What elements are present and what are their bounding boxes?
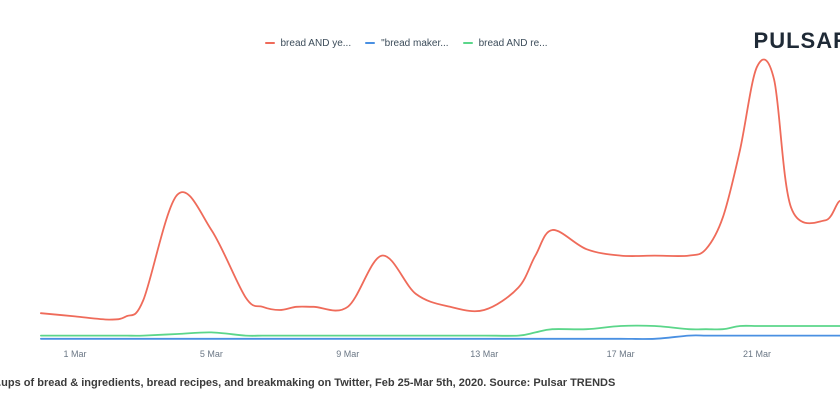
series-line (40, 334, 840, 340)
legend-swatch (462, 42, 473, 44)
legend-item[interactable]: "bread maker... (365, 36, 449, 50)
legend-item[interactable]: bread AND re... (462, 36, 548, 50)
x-tick-label: 13 Mar (470, 349, 498, 359)
legend-swatch (365, 42, 376, 44)
series-line (40, 324, 840, 337)
legend-item[interactable]: bread AND ye... (264, 36, 352, 50)
series-line (40, 58, 840, 321)
brand-logo: PULSAR (753, 28, 840, 53)
x-tick-label: 21 Mar (743, 349, 771, 359)
legend-label: bread AND ye... (280, 37, 352, 49)
x-tick-label: 9 Mar (336, 349, 359, 359)
x-tick-label: 1 Mar (63, 349, 86, 359)
legend-swatch (264, 42, 275, 44)
x-axis: 1 Mar 5 Mar 9 Mar 13 Mar 17 Mar 21 Mar (63, 349, 771, 359)
x-tick-label: 5 Mar (200, 349, 223, 359)
x-tick-label: 17 Mar (607, 349, 635, 359)
legend-label: "bread maker... (381, 37, 449, 49)
chart-caption: ...ups of bread & ingredients, bread rec… (0, 377, 616, 389)
chart-legend: bread AND ye... "bread maker... bread AND … (0, 36, 840, 50)
series-lines (40, 58, 840, 340)
legend-label: bread AND re... (478, 37, 548, 49)
